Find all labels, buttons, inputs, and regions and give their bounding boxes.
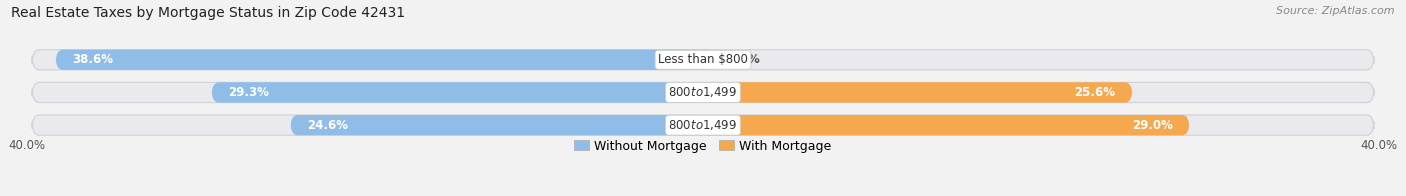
- Text: 40.0%: 40.0%: [1360, 139, 1398, 152]
- Text: 29.0%: 29.0%: [1132, 119, 1173, 132]
- FancyBboxPatch shape: [703, 82, 1132, 103]
- Text: 25.6%: 25.6%: [1074, 86, 1115, 99]
- Text: Source: ZipAtlas.com: Source: ZipAtlas.com: [1277, 6, 1395, 16]
- FancyBboxPatch shape: [291, 115, 703, 135]
- FancyBboxPatch shape: [56, 50, 703, 70]
- Text: Real Estate Taxes by Mortgage Status in Zip Code 42431: Real Estate Taxes by Mortgage Status in …: [11, 6, 405, 20]
- Text: 38.6%: 38.6%: [73, 53, 114, 66]
- Text: $800 to $1,499: $800 to $1,499: [668, 118, 738, 132]
- FancyBboxPatch shape: [699, 50, 710, 70]
- FancyBboxPatch shape: [703, 115, 1189, 135]
- FancyBboxPatch shape: [32, 50, 1374, 70]
- Text: 0.21%: 0.21%: [720, 53, 761, 66]
- FancyBboxPatch shape: [212, 82, 703, 103]
- Legend: Without Mortgage, With Mortgage: Without Mortgage, With Mortgage: [574, 140, 832, 152]
- Text: 24.6%: 24.6%: [308, 119, 349, 132]
- FancyBboxPatch shape: [32, 115, 1374, 135]
- Text: Less than $800: Less than $800: [658, 53, 748, 66]
- Text: 40.0%: 40.0%: [8, 139, 46, 152]
- Text: $800 to $1,499: $800 to $1,499: [668, 85, 738, 99]
- Text: 29.3%: 29.3%: [228, 86, 270, 99]
- FancyBboxPatch shape: [32, 82, 1374, 103]
